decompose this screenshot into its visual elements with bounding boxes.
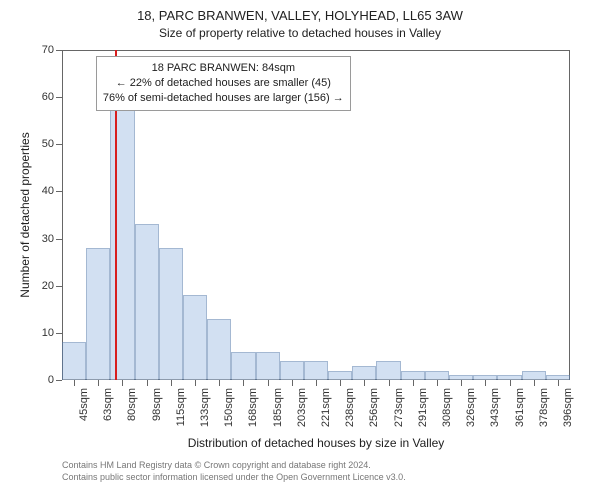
attribution-footer: Contains HM Land Registry data © Crown c…	[62, 460, 406, 483]
x-tick	[147, 380, 148, 386]
x-tick	[171, 380, 172, 386]
x-tick-label: 203sqm	[296, 388, 308, 427]
x-tick-label: 185sqm	[272, 388, 284, 427]
x-tick	[268, 380, 269, 386]
x-tick	[413, 380, 414, 386]
x-tick	[219, 380, 220, 386]
x-tick-label: 238sqm	[344, 388, 356, 427]
y-tick-label: 30	[42, 233, 62, 245]
x-tick-label: 256sqm	[368, 388, 380, 427]
histogram-bar	[256, 352, 280, 380]
y-tick-label: 60	[42, 91, 62, 103]
histogram-bar	[376, 361, 400, 380]
chart-title-line1: 18, PARC BRANWEN, VALLEY, HOLYHEAD, LL65…	[0, 8, 600, 23]
plot-area: 01020304050607045sqm63sqm80sqm98sqm115sq…	[62, 50, 570, 380]
footer-line1: Contains HM Land Registry data © Crown c…	[62, 460, 406, 472]
x-tick-label: 343sqm	[489, 388, 501, 427]
x-tick	[461, 380, 462, 386]
histogram-bar	[522, 371, 546, 380]
x-tick	[485, 380, 486, 386]
x-axis-label: Distribution of detached houses by size …	[62, 436, 570, 450]
x-tick	[243, 380, 244, 386]
y-tick-label: 20	[42, 280, 62, 292]
histogram-bar	[159, 248, 183, 380]
x-tick-label: 115sqm	[175, 388, 187, 426]
histogram-bar	[110, 107, 134, 380]
histogram-bar	[62, 342, 86, 380]
chart-container: 18, PARC BRANWEN, VALLEY, HOLYHEAD, LL65…	[0, 0, 600, 500]
y-tick-label: 50	[42, 138, 62, 150]
x-tick-label: 168sqm	[247, 388, 259, 427]
x-tick-label: 63sqm	[102, 388, 114, 421]
histogram-bar	[304, 361, 328, 380]
x-tick	[316, 380, 317, 386]
x-tick	[195, 380, 196, 386]
axis-left	[62, 50, 63, 380]
x-tick	[510, 380, 511, 386]
annotation-line: 18 PARC BRANWEN: 84sqm	[103, 61, 344, 76]
y-axis-label: Number of detached properties	[18, 132, 32, 297]
y-tick-label: 10	[42, 327, 62, 339]
x-tick-label: 45sqm	[78, 388, 90, 421]
x-tick	[534, 380, 535, 386]
histogram-bar	[86, 248, 110, 380]
y-tick-label: 0	[48, 374, 62, 386]
x-tick-label: 361sqm	[514, 388, 526, 427]
x-tick-label: 396sqm	[562, 388, 574, 427]
x-tick-label: 98sqm	[151, 388, 163, 421]
x-tick	[292, 380, 293, 386]
histogram-bar	[401, 371, 425, 380]
axis-top	[62, 50, 570, 51]
chart-title-line2: Size of property relative to detached ho…	[0, 26, 600, 40]
y-tick-label: 40	[42, 185, 62, 197]
x-tick-label: 273sqm	[393, 388, 405, 427]
x-tick-label: 80sqm	[126, 388, 138, 421]
x-tick	[437, 380, 438, 386]
histogram-bar	[231, 352, 255, 380]
histogram-bar	[352, 366, 376, 380]
histogram-bar	[425, 371, 449, 380]
footer-line2: Contains public sector information licen…	[62, 472, 406, 484]
y-tick-label: 70	[42, 44, 62, 56]
histogram-bar	[135, 224, 159, 380]
x-tick-label: 291sqm	[417, 388, 429, 427]
x-tick-label: 308sqm	[441, 388, 453, 427]
x-tick	[364, 380, 365, 386]
x-tick-label: 326sqm	[465, 388, 477, 427]
x-tick	[74, 380, 75, 386]
histogram-bar	[280, 361, 304, 380]
histogram-bar	[207, 319, 231, 380]
axis-right	[569, 50, 570, 380]
annotation-box: 18 PARC BRANWEN: 84sqm← 22% of detached …	[96, 56, 351, 111]
x-tick	[122, 380, 123, 386]
histogram-bar	[328, 371, 352, 380]
histogram-bar	[183, 295, 207, 380]
x-tick	[389, 380, 390, 386]
annotation-line: 76% of semi-detached houses are larger (…	[103, 91, 344, 106]
x-tick-label: 378sqm	[538, 388, 550, 427]
x-tick	[558, 380, 559, 386]
x-tick-label: 221sqm	[320, 388, 332, 427]
x-tick-label: 133sqm	[199, 388, 211, 427]
x-tick	[340, 380, 341, 386]
x-tick	[98, 380, 99, 386]
annotation-line: ← 22% of detached houses are smaller (45…	[103, 76, 344, 91]
x-tick-label: 150sqm	[223, 388, 235, 427]
